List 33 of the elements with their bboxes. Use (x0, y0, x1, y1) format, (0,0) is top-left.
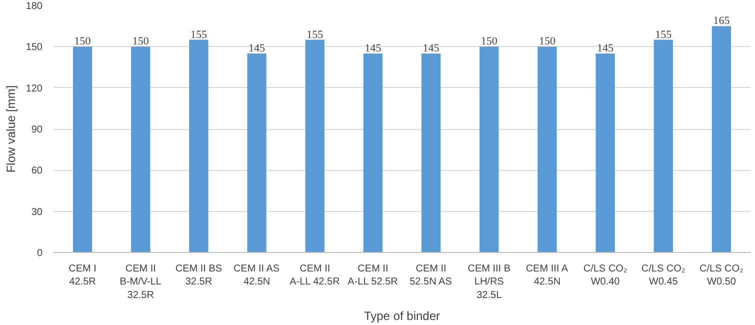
x-tick-label: CEM III B LH/RS 32.5L (468, 264, 511, 301)
x-tick-label: C/LS CO₂ W0.50 (700, 264, 744, 288)
data-label: 155 (306, 28, 324, 41)
y-tick-label: 180 (26, 1, 43, 12)
data-label: 145 (364, 42, 382, 55)
x-tick-label: C/LS CO₂ W0.40 (583, 264, 628, 288)
data-label: 165 (713, 15, 730, 28)
data-label: 150 (480, 36, 498, 48)
y-tick-label: 30 (31, 206, 43, 218)
x-tick-label: CEM II A-LL 52.5R (348, 264, 398, 288)
data-label: 150 (538, 36, 556, 48)
y-tick-label: 90 (31, 124, 43, 136)
y-tick-label: 0 (36, 248, 43, 259)
x-tick-label: CEM I 42.5R (68, 264, 96, 288)
x-tick-label: C/LS CO₂ W0.45 (641, 264, 686, 288)
data-label: 150 (132, 36, 150, 48)
y-tick-label: 60 (31, 166, 43, 177)
x-tick-label: CEM II AS 42.5N (233, 264, 280, 288)
data-label: 145 (248, 42, 266, 55)
x-tick-label: CEM II A-LL 42.5R (290, 264, 340, 288)
x-tick-label: CEM II BS 32.5R (175, 264, 222, 288)
y-tick-label: 150 (26, 42, 43, 54)
y-tick-label: 120 (26, 83, 43, 94)
data-label: 145 (422, 42, 440, 55)
data-label: 155 (190, 28, 208, 41)
data-label: 155 (655, 28, 672, 41)
x-tick-label: CEM II B-M/V-LL 32.5R (120, 264, 162, 301)
x-tick-label: CEM III A 42.5N (526, 264, 568, 288)
y-axis-title: Flow value [mm] (4, 85, 18, 173)
data-label: 145 (597, 42, 614, 55)
x-tick-label: CEM II 52.5N AS (410, 264, 452, 288)
x-axis-title: Type of binder (364, 308, 440, 323)
data-label: 150 (74, 36, 92, 48)
